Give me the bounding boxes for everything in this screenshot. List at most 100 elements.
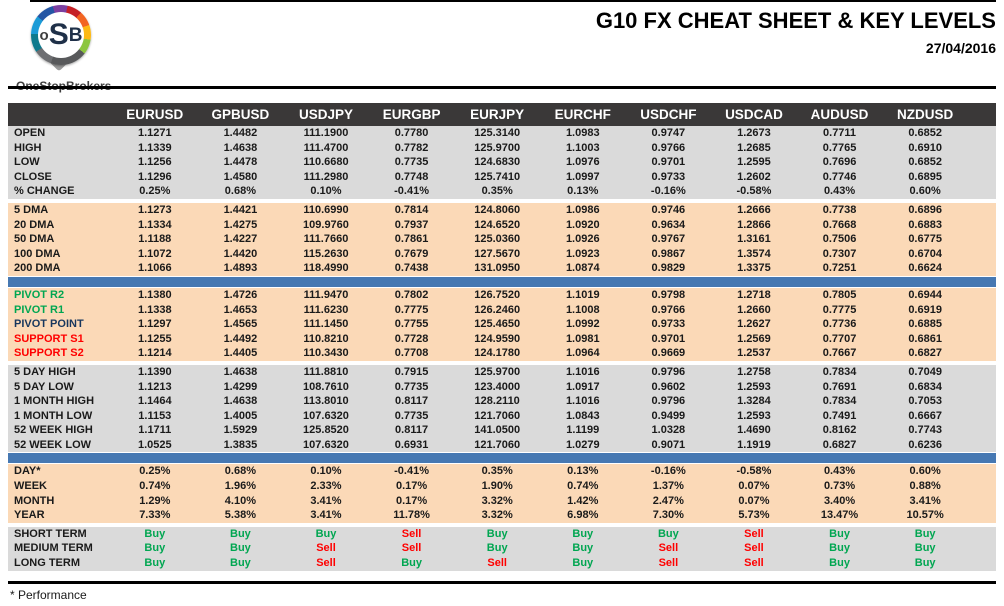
cell-value: Sell xyxy=(744,527,764,540)
cell-value: 0.7708 xyxy=(394,347,429,360)
table-row: 1 MONTH HIGH 1.1464 1.4638 113.8010 0.8117 12… xyxy=(8,394,996,409)
cell-value: Buy xyxy=(144,542,166,555)
cell-value: 1.1919 xyxy=(737,438,771,451)
cell-value: 1.4275 xyxy=(223,218,258,231)
cell-value: 124.6520 xyxy=(474,218,521,231)
cell-value: 0.10% xyxy=(310,465,342,478)
cell-value: 1.4638 xyxy=(223,395,258,408)
cell-value: 0.7668 xyxy=(822,218,857,231)
cell-value: 0.35% xyxy=(481,465,513,478)
cell-value: 1.2569 xyxy=(737,332,771,345)
cell-value: 0.9733 xyxy=(651,170,686,183)
row-spacer xyxy=(968,494,996,509)
cell-value: 0.7834 xyxy=(822,395,857,408)
cell-value: 1.2866 xyxy=(737,218,771,231)
cell-value: 0.7775 xyxy=(822,303,857,316)
cell-value: 1.37% xyxy=(652,480,684,493)
report-date: 27/04/2016 xyxy=(925,40,996,56)
row-label: DAY* xyxy=(14,465,41,478)
row-label: 50 DMA xyxy=(14,233,55,246)
cell-value: 1.2602 xyxy=(737,170,771,183)
row-label: 1 MONTH HIGH xyxy=(14,395,95,408)
cell-value: 0.9669 xyxy=(651,347,686,360)
cell-value: 1.0843 xyxy=(565,409,600,422)
row-label: CLOSE xyxy=(14,170,52,183)
cell-value: 0.7438 xyxy=(394,262,429,275)
cell-value: 0.9829 xyxy=(651,262,686,275)
cell-value: Sell xyxy=(401,527,422,540)
cell-value: 1.0976 xyxy=(565,156,600,169)
cell-value: 0.6883 xyxy=(908,218,942,231)
cell-value: 118.4990 xyxy=(303,262,349,275)
cell-value: Buy xyxy=(230,557,251,570)
cell-value: 111.9470 xyxy=(303,288,349,301)
cell-value: Buy xyxy=(829,542,850,555)
row-label: SUPPORT S1 xyxy=(14,332,84,345)
row-spacer xyxy=(968,184,996,199)
cell-value: 125.0360 xyxy=(474,233,521,246)
cell-value: 0.43% xyxy=(823,185,856,198)
cell-value: 111.6230 xyxy=(303,303,349,316)
cell-value: 109.9760 xyxy=(303,218,349,231)
column-header-usdjpy: USDJPY xyxy=(298,107,353,122)
cell-value: 0.9499 xyxy=(651,409,686,422)
page-title: G10 FX CHEAT SHEET & KEY LEVELS xyxy=(595,8,996,33)
cell-value: 0.7861 xyxy=(394,233,429,246)
cell-value: 3.32% xyxy=(481,509,513,522)
row-spacer xyxy=(968,332,996,347)
row-label: SUPPORT S2 xyxy=(14,347,84,360)
cell-value: 1.1016 xyxy=(565,395,600,408)
cell-value: 0.7307 xyxy=(822,247,857,260)
cell-value: 111.8810 xyxy=(303,365,349,378)
cell-value: 1.4421 xyxy=(223,203,258,216)
cell-value: -0.16% xyxy=(650,185,686,198)
column-header-eurgbp: EURGBP xyxy=(382,107,441,122)
cell-value: 0.74% xyxy=(139,480,171,493)
row-label: 5 DAY HIGH xyxy=(14,365,76,378)
cell-value: 121.7060 xyxy=(474,438,521,451)
table-row: 20 DMA 1.1334 1.4275 109.9760 0.7937 124.6520… xyxy=(8,218,996,233)
fx-table-header: EURUSD GPBUSD USDJPY EURGBP EURJPY EURCHF USDC… xyxy=(8,103,996,126)
row-spacer xyxy=(968,126,996,141)
table-row: SHORT TERM Buy Buy Buy Sell Buy Buy Buy Sell Buy B… xyxy=(8,527,996,542)
cell-value: 1.42% xyxy=(567,494,599,507)
cell-value: 0.6827 xyxy=(908,347,942,360)
cell-value: 0.7696 xyxy=(822,156,857,169)
column-header-eurusd: EURUSD xyxy=(126,107,184,122)
cell-value: 0.6885 xyxy=(908,318,942,331)
row-spacer xyxy=(968,303,996,318)
cell-value: 0.9701 xyxy=(651,332,686,345)
cell-value: 2.47% xyxy=(652,494,684,507)
cell-value: 1.4638 xyxy=(223,141,258,154)
row-spacer xyxy=(968,394,996,409)
cell-value: 3.32% xyxy=(481,494,513,507)
cell-value: 13.47% xyxy=(820,509,859,522)
section-pivots: PIVOT R2 1.1380 1.4726 111.9470 0.7802 126.75… xyxy=(8,287,996,361)
cell-value: 0.7775 xyxy=(394,303,429,316)
row-spacer xyxy=(968,317,996,332)
cell-value: 1.1016 xyxy=(565,365,600,378)
column-header-audusd: AUDUSD xyxy=(810,107,869,122)
cell-value: 1.2673 xyxy=(737,127,771,139)
cell-value: 1.0997 xyxy=(565,170,600,183)
cell-value: 1.2666 xyxy=(737,203,771,216)
cell-value: 0.60% xyxy=(909,465,941,478)
table-row: 52 WEEK HIGH 1.1711 1.5929 125.8520 0.8117 14… xyxy=(8,423,996,438)
cell-value: 0.73% xyxy=(823,480,856,493)
cell-value: 127.5670 xyxy=(474,247,521,260)
row-spacer xyxy=(968,541,996,556)
cell-value: Sell xyxy=(401,542,422,555)
cell-value: 0.9634 xyxy=(651,218,686,231)
row-spacer xyxy=(968,141,996,156)
cell-value: 1.4653 xyxy=(223,303,258,316)
cell-value: 1.4478 xyxy=(223,156,258,169)
cell-value: 0.9602 xyxy=(651,380,686,393)
column-header-usdchf: USDCHF xyxy=(640,107,697,122)
cell-value: Buy xyxy=(572,557,594,570)
cell-value: 0.6896 xyxy=(908,203,942,216)
cell-value: 0.9798 xyxy=(651,288,686,301)
row-spacer xyxy=(968,508,996,523)
row-label: 52 WEEK HIGH xyxy=(14,424,93,437)
cell-value: 0.6852 xyxy=(908,156,942,169)
cell-value: 1.1019 xyxy=(565,288,600,301)
